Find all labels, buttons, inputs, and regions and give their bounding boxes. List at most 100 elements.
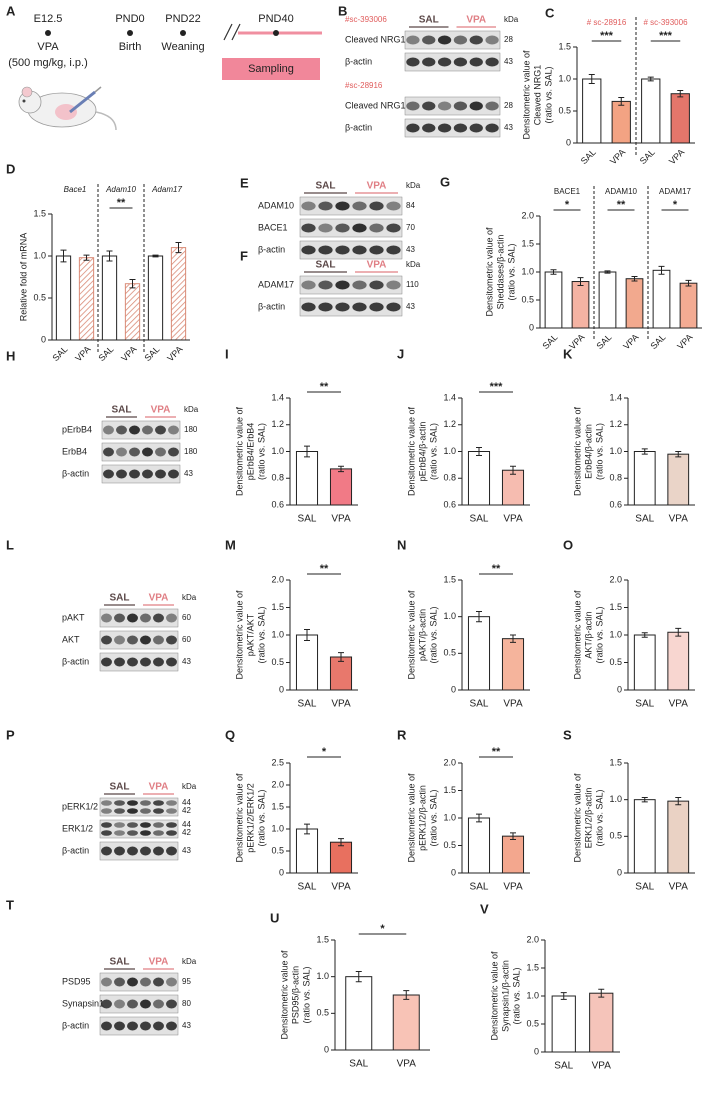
blot-band	[129, 425, 140, 435]
y-axis-label: (ratio vs. SAL)	[256, 789, 266, 846]
blot-band	[127, 999, 138, 1009]
error-bar	[658, 265, 665, 275]
error-bar	[338, 838, 344, 847]
y-tick-label: 1.4	[609, 392, 622, 402]
mouse-illustration	[18, 86, 117, 131]
y-axis-label: (ratio vs. SAL)	[506, 243, 516, 300]
error-bar	[304, 823, 310, 835]
y-tick-label: 0.5	[33, 292, 46, 302]
y-tick-label: 1.0	[443, 812, 456, 822]
blot-band	[166, 635, 177, 645]
blot-band	[166, 830, 177, 836]
y-axis-label: Densitometric value of	[572, 406, 582, 496]
blot-band	[114, 830, 125, 836]
y-tick-label: 1.0	[271, 446, 284, 456]
blot-band	[168, 447, 179, 457]
sampling-label: Sampling	[248, 63, 294, 75]
y-tick-label: 0.5	[316, 1008, 329, 1018]
blot-band	[114, 999, 125, 1009]
y-axis-label: (ratio vs. SAL)	[428, 606, 438, 663]
blot-band	[166, 822, 177, 828]
blot-band	[142, 447, 153, 457]
protein-label: β-actin	[345, 122, 372, 132]
blot-band	[437, 57, 452, 67]
kda-label: 60	[182, 613, 191, 622]
blot-band	[114, 1021, 125, 1031]
error-bar	[675, 796, 682, 806]
y-tick-label: 0.5	[271, 657, 284, 667]
sig-label: **	[617, 199, 626, 211]
bar	[501, 638, 525, 691]
group-label: Bace1	[64, 185, 87, 194]
blot-band	[386, 302, 401, 312]
y-tick-label: 0	[566, 137, 571, 147]
blot-band	[301, 223, 316, 233]
kda-label: 95	[182, 977, 191, 986]
bar	[295, 828, 319, 874]
kda-label: 43	[182, 657, 191, 666]
group-header: VPA	[367, 181, 387, 192]
blot-band	[114, 800, 125, 806]
y-tick-label: 0.8	[271, 473, 284, 483]
blot-band	[101, 808, 112, 814]
y-tick-label: 1.0	[521, 266, 534, 276]
blot-band	[369, 201, 384, 211]
blot-band	[352, 245, 367, 255]
stage-label: PND0	[115, 13, 144, 25]
timeline-dot	[127, 30, 133, 36]
blot-band	[140, 999, 151, 1009]
y-tick-label: 0.5	[443, 648, 456, 658]
panel-letter: R	[397, 727, 407, 742]
bar	[625, 278, 644, 329]
bar	[124, 283, 141, 341]
bar	[633, 451, 656, 506]
y-tick-label: 0	[451, 684, 456, 694]
blot-band	[142, 425, 153, 435]
protein-label: ADAM10	[258, 200, 294, 210]
group-label: ADAM17	[659, 187, 692, 196]
y-axis-label: Densitometric value of	[572, 590, 582, 680]
blot-band	[485, 57, 499, 67]
panel-letter: U	[270, 910, 279, 925]
y-tick-label: 0.5	[271, 845, 284, 855]
sampling-box	[222, 58, 320, 80]
group-label: # sc-393006	[643, 18, 688, 27]
y-tick-label: 1.0	[271, 629, 284, 639]
x-tick-label: SAL	[540, 332, 559, 351]
y-tick-label: 1.5	[521, 238, 534, 248]
sig-label: **	[320, 563, 329, 575]
blot-band	[114, 657, 125, 667]
protein-label: β-actin	[62, 468, 89, 478]
blot-band	[140, 613, 151, 623]
panel-letter: H	[6, 348, 15, 363]
x-tick-label: SAL	[349, 1059, 368, 1070]
protein-label: ErbB4	[62, 446, 87, 456]
group-header: SAL	[112, 405, 132, 416]
sig-label: **	[117, 197, 126, 209]
blot-band	[369, 223, 384, 233]
y-tick-label: 1.5	[316, 934, 329, 944]
bar	[467, 451, 491, 506]
blot-band	[103, 469, 114, 479]
group-header: SAL	[110, 957, 130, 968]
group-label: Adam17	[151, 185, 182, 194]
blot-band	[101, 1021, 112, 1031]
kda-unit: kDa	[182, 957, 197, 966]
blot-band	[485, 35, 499, 45]
kda-label: 43	[184, 469, 193, 478]
blot-band	[155, 469, 166, 479]
group-label: BACE1	[554, 187, 581, 196]
y-axis-label: Synapsin1/β-actin	[500, 960, 510, 1032]
panel-letter: N	[397, 537, 406, 552]
protein-label: AKT	[62, 634, 80, 644]
blot-band	[101, 830, 112, 836]
y-axis-label: (ratio vs. SAL)	[301, 966, 311, 1023]
error-bar	[641, 796, 648, 803]
blot-band	[485, 101, 499, 111]
blot-band	[453, 57, 468, 67]
x-tick-label: SAL	[470, 699, 489, 710]
error-bar	[106, 250, 113, 262]
x-tick-label: SAL	[554, 1061, 573, 1072]
y-tick-label: 1.0	[558, 73, 571, 83]
